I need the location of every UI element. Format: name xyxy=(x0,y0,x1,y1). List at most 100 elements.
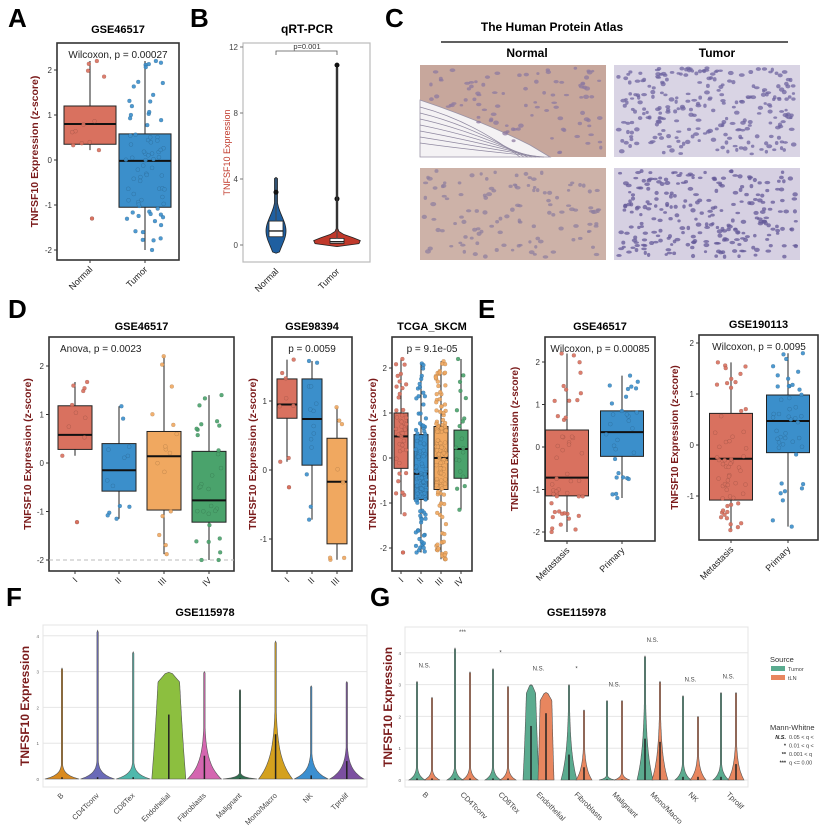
violin xyxy=(408,680,426,781)
data-point xyxy=(143,64,148,70)
legend-label: Tumor xyxy=(788,667,804,673)
data-point xyxy=(217,550,223,555)
nucleus xyxy=(431,217,437,221)
panel-label-c: C xyxy=(385,3,404,33)
nucleus xyxy=(559,210,565,214)
nucleus xyxy=(583,117,590,122)
data-point xyxy=(417,440,423,446)
data-point xyxy=(554,493,560,499)
y-tick-label: -1 xyxy=(260,535,268,544)
data-point xyxy=(138,174,143,180)
box-group-ii: II xyxy=(101,404,137,586)
violin-body xyxy=(222,688,258,780)
violin xyxy=(712,691,730,781)
nucleus xyxy=(738,146,744,150)
nucleus xyxy=(740,219,747,224)
data-point xyxy=(413,427,419,433)
nucleus xyxy=(651,230,658,234)
data-point xyxy=(733,379,738,385)
data-point xyxy=(70,129,75,135)
data-point xyxy=(453,445,459,450)
data-point xyxy=(728,522,733,527)
nucleus xyxy=(739,136,744,140)
data-point xyxy=(615,495,620,501)
y-axis-label: TNFSF10 Expression xyxy=(18,646,32,766)
data-point xyxy=(421,390,426,395)
boxplot-chart-d-gse98394: GSE98394 -1 0 1 TNFSF10 Expression (z-score)… xyxy=(247,321,353,588)
y-axis-label: TNFSF10 Expression (z-score) xyxy=(29,76,41,228)
data-point xyxy=(441,539,447,544)
y-tick-label: 0 xyxy=(234,241,239,250)
data-point xyxy=(70,142,76,148)
nucleus xyxy=(622,208,627,212)
data-point xyxy=(423,466,429,472)
data-point xyxy=(611,443,617,448)
data-point xyxy=(286,455,291,461)
data-point xyxy=(770,364,776,369)
data-point xyxy=(311,431,316,436)
data-point xyxy=(457,507,462,512)
violin-body xyxy=(499,685,517,781)
nucleus xyxy=(760,92,766,97)
nucleus xyxy=(635,93,641,98)
significance-label: N.S. xyxy=(533,667,545,673)
nucleus xyxy=(501,243,507,248)
nucleus xyxy=(665,204,669,208)
data-point xyxy=(159,173,164,178)
violin xyxy=(328,681,365,780)
nucleus xyxy=(580,81,586,86)
data-point xyxy=(314,401,319,406)
nucleus xyxy=(511,139,516,143)
data-point xyxy=(613,447,618,452)
data-point xyxy=(421,541,427,546)
violin-body xyxy=(186,670,223,780)
data-point xyxy=(337,418,342,423)
data-point xyxy=(327,555,333,560)
nucleus xyxy=(651,217,657,221)
nucleus xyxy=(469,173,475,178)
data-point xyxy=(566,442,572,447)
data-point xyxy=(158,222,164,228)
violin xyxy=(80,629,115,780)
nucleus xyxy=(695,222,702,227)
data-point xyxy=(778,397,784,402)
y-tick-label: 0 xyxy=(690,441,695,450)
nucleus xyxy=(726,224,733,229)
nucleus xyxy=(639,221,644,226)
nucleus xyxy=(578,83,582,87)
nucleus xyxy=(620,120,627,124)
data-point xyxy=(560,434,565,439)
data-point xyxy=(610,492,615,497)
nucleus xyxy=(719,209,724,212)
data-point xyxy=(314,360,320,366)
nucleus xyxy=(581,183,586,188)
nucleus xyxy=(566,188,571,192)
nucleus xyxy=(459,104,464,107)
data-point xyxy=(624,412,630,417)
data-point xyxy=(775,384,780,389)
data-point xyxy=(158,147,163,153)
nucleus xyxy=(550,250,557,254)
nucleus xyxy=(706,198,712,202)
violin-body xyxy=(613,699,631,781)
data-point xyxy=(415,491,420,496)
data-point xyxy=(575,397,580,403)
nucleus xyxy=(476,120,481,124)
data-point xyxy=(198,484,203,490)
data-point xyxy=(414,483,420,488)
nucleus xyxy=(716,229,723,234)
nucleus xyxy=(553,80,559,84)
nucleus xyxy=(703,250,708,254)
data-point xyxy=(419,486,424,491)
data-point xyxy=(417,536,422,542)
nucleus xyxy=(532,252,537,256)
nucleus xyxy=(577,236,583,240)
nucleus xyxy=(789,227,795,232)
nucleus xyxy=(782,148,786,152)
nucleus xyxy=(560,127,566,132)
data-point xyxy=(145,137,151,143)
nucleus xyxy=(695,118,702,122)
nucleus xyxy=(676,107,681,111)
nucleus xyxy=(781,244,787,248)
nucleus xyxy=(753,253,758,257)
